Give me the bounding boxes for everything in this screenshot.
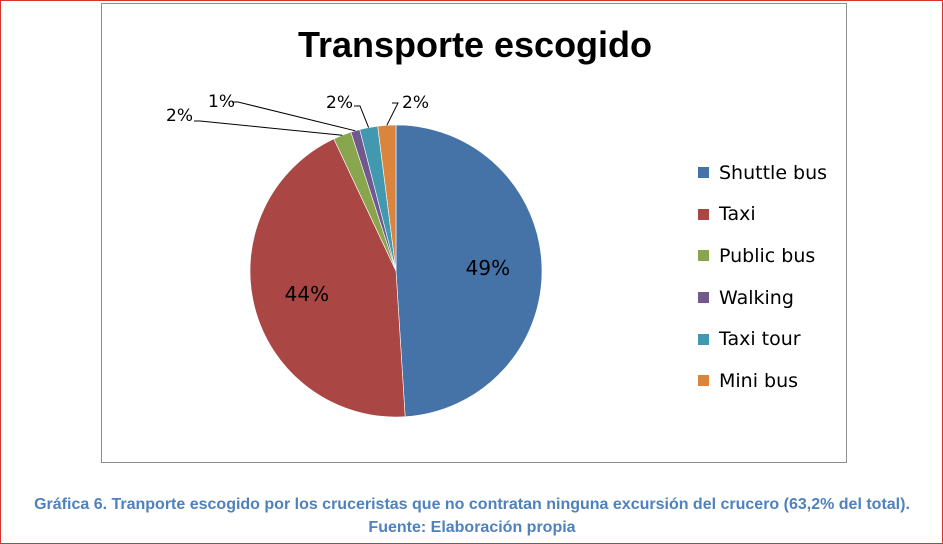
legend-swatch-mini-bus (698, 375, 709, 387)
legend-item-shuttle-bus: Shuttle bus (698, 152, 827, 194)
data-label-public-bus: 2% (166, 106, 193, 126)
data-label-taxi-tour: 2% (326, 93, 353, 113)
leader-line-public-bus (194, 120, 343, 136)
data-label-walking: 1% (208, 92, 235, 112)
legend-swatch-taxi (698, 208, 709, 220)
chart-title: Transporte escogido (297, 24, 653, 65)
pie-chart: 49% 44% 2% 1% 2% 2% (166, 92, 543, 418)
legend-item-walking: Walking (698, 277, 827, 319)
leader-line-mini-bus (386, 102, 399, 126)
legend-label-taxi-tour: Taxi tour (719, 328, 801, 351)
legend-swatch-shuttle-bus (698, 167, 709, 179)
legend-swatch-taxi-tour (698, 333, 709, 345)
leader-line-taxi-tour (354, 105, 370, 128)
leader-line-walking (232, 101, 356, 132)
legend-label-shuttle-bus: Shuttle bus (719, 161, 828, 184)
legend-swatch-public-bus (698, 250, 709, 262)
legend-swatch-walking (698, 292, 709, 304)
legend-label-mini-bus: Mini bus (719, 369, 799, 392)
pie-slice-shuttle-bus (395, 124, 543, 418)
data-label-mini-bus: 2% (402, 93, 429, 113)
legend-label-taxi: Taxi (719, 203, 756, 226)
legend-label-walking: Walking (719, 286, 794, 309)
chart-area: Transporte escogido 49% 44% 2% 1% 2% 2% Shutt… (101, 3, 847, 463)
legend-item-public-bus: Public bus (698, 235, 827, 277)
legend: Shuttle bus Taxi Public bus Walking Taxi tou… (698, 152, 827, 402)
legend-item-taxi-tour: Taxi tour (698, 318, 827, 360)
legend-item-mini-bus: Mini bus (698, 360, 827, 402)
data-label-taxi: 44% (285, 282, 329, 306)
legend-item-taxi: Taxi (698, 194, 827, 236)
figure-caption: Gráfica 6. Tranporte escogido por los cr… (34, 496, 910, 536)
legend-label-public-bus: Public bus (719, 244, 816, 267)
data-label-shuttle-bus: 49% (466, 256, 510, 280)
